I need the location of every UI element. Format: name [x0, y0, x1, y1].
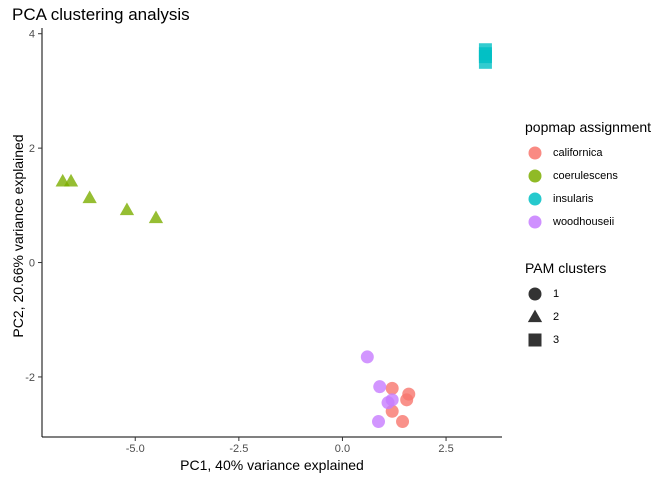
data-point-woodhouseii — [381, 396, 395, 410]
legend-label: woodhouseii — [553, 215, 615, 228]
data-point-insularis — [478, 55, 492, 69]
x-tick-label: 0.0 — [335, 443, 350, 455]
data-point-woodhouseii — [373, 380, 387, 394]
data-point-woodhouseii — [372, 415, 386, 429]
legend-item-insularis: insularis — [525, 187, 651, 210]
legend-label: 2 — [553, 310, 560, 323]
x-tick-label: -5.0 — [126, 443, 145, 455]
legend-label: insularis — [553, 192, 594, 205]
legend-key-circle — [528, 287, 542, 300]
legend-item-woodhouseii: woodhouseii — [525, 210, 651, 233]
y-tick-label: 2 — [29, 143, 35, 155]
data-point-californica — [396, 415, 410, 429]
legend-item-coerulescens: coerulescens — [525, 164, 651, 187]
legend-key-circle — [528, 215, 542, 228]
data-point-coerulescens — [119, 202, 135, 216]
legend-label: 1 — [553, 287, 560, 300]
legend-item-californica: californica — [525, 141, 651, 164]
data-point-californica — [400, 393, 414, 407]
legend-key-square — [528, 333, 542, 346]
data-point-coerulescens — [82, 190, 97, 204]
legend-symbol — [527, 309, 543, 322]
data-point-coerulescens — [148, 210, 164, 224]
shape-legend-title: PAM clusters — [525, 260, 607, 276]
data-point-californica — [385, 381, 399, 395]
x-axis-label: PC1, 40% variance explained — [180, 457, 364, 473]
y-tick-label: -2 — [25, 372, 35, 384]
legend-item-cluster-1: 1 — [525, 282, 606, 305]
legend-key-circle — [528, 169, 542, 182]
data-point-coerulescens — [63, 173, 79, 187]
y-axis-label: PC2, 20.66% variance explained — [10, 134, 26, 338]
legend-key-triangle — [527, 309, 543, 322]
legend-label: 3 — [553, 333, 560, 346]
color-legend-title: popmap assignment — [525, 119, 652, 135]
legend-symbol — [528, 287, 542, 300]
legend-symbol — [528, 169, 542, 182]
color-legend: popmap assignment californica coerulescen… — [525, 119, 651, 233]
legend-symbol — [528, 146, 542, 159]
legend-item-cluster-2: 2 — [525, 305, 606, 328]
y-tick-label: 0 — [29, 258, 35, 270]
legend-label: coerulescens — [553, 169, 618, 182]
y-tick-label: 4 — [29, 29, 35, 41]
x-tick-label: 2.5 — [438, 443, 453, 455]
legend-symbol — [528, 215, 542, 228]
legend-label: californica — [553, 146, 603, 159]
chart-title: PCA clustering analysis — [12, 5, 190, 24]
shape-legend: PAM clusters 1 2 3 — [525, 260, 606, 351]
data-point-woodhouseii — [360, 350, 374, 364]
legend-symbol — [528, 192, 542, 205]
legend-item-cluster-3: 3 — [525, 328, 606, 351]
x-tick-label: -2.5 — [229, 443, 248, 455]
legend-key-circle — [528, 146, 542, 159]
legend-key-circle — [528, 192, 542, 205]
legend-symbol — [528, 333, 542, 346]
